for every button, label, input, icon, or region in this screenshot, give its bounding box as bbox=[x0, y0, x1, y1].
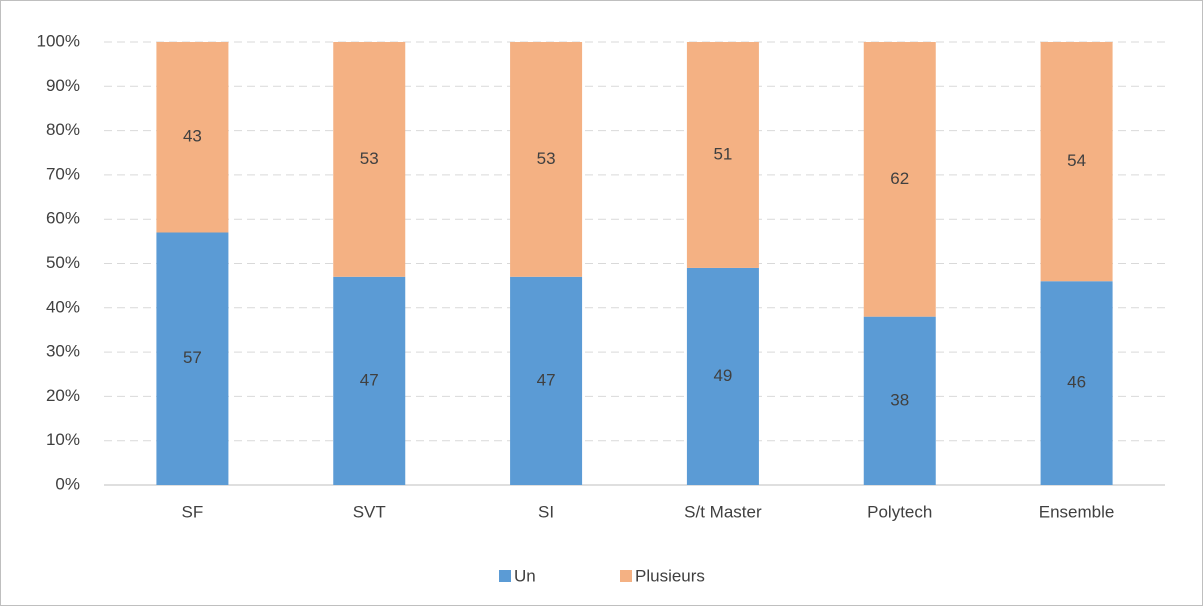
x-tick-label: S/t Master bbox=[684, 502, 762, 521]
data-label: 47 bbox=[360, 370, 379, 389]
x-tick-label: Polytech bbox=[867, 502, 932, 521]
bar-segment bbox=[863, 42, 936, 317]
y-tick-label: 20% bbox=[46, 386, 80, 405]
bar-segment bbox=[156, 42, 229, 233]
y-tick-label: 10% bbox=[46, 430, 80, 449]
data-label: 57 bbox=[183, 348, 202, 367]
y-tick-label: 30% bbox=[46, 342, 80, 361]
bar-segment bbox=[1040, 281, 1113, 485]
legend-label: Un bbox=[514, 566, 536, 585]
data-label: 53 bbox=[537, 149, 556, 168]
bar-segment bbox=[156, 232, 229, 485]
y-tick-label: 60% bbox=[46, 209, 80, 228]
x-tick-label: Ensemble bbox=[1039, 502, 1115, 521]
bar-segment bbox=[333, 42, 406, 277]
x-tick-label: SI bbox=[538, 502, 554, 521]
data-label: 49 bbox=[713, 366, 732, 385]
legend-swatch bbox=[499, 570, 511, 582]
x-tick-label: SF bbox=[182, 502, 204, 521]
data-label: 51 bbox=[713, 144, 732, 163]
data-label: 62 bbox=[890, 169, 909, 188]
y-tick-label: 100% bbox=[37, 31, 80, 50]
y-tick-label: 90% bbox=[46, 76, 80, 95]
y-tick-label: 80% bbox=[46, 120, 80, 139]
data-label: 54 bbox=[1067, 151, 1086, 170]
data-label: 47 bbox=[537, 370, 556, 389]
data-label: 43 bbox=[183, 127, 202, 146]
bar-segment bbox=[686, 267, 759, 485]
bar-segment bbox=[510, 276, 583, 485]
data-label: 38 bbox=[890, 390, 909, 409]
x-tick-label: SVT bbox=[353, 502, 386, 521]
data-label: 53 bbox=[360, 149, 379, 168]
y-tick-label: 70% bbox=[46, 164, 80, 183]
y-tick-label: 0% bbox=[55, 474, 80, 493]
y-tick-label: 40% bbox=[46, 297, 80, 316]
bar-segment bbox=[1040, 42, 1113, 282]
legend-swatch bbox=[620, 570, 632, 582]
legend-label: Plusieurs bbox=[635, 566, 705, 585]
bar-segment bbox=[510, 42, 583, 277]
data-label: 46 bbox=[1067, 373, 1086, 392]
y-tick-label: 50% bbox=[46, 253, 80, 272]
bar-segment bbox=[333, 276, 406, 485]
bar-segment bbox=[863, 316, 936, 485]
bar-segment bbox=[686, 42, 759, 268]
